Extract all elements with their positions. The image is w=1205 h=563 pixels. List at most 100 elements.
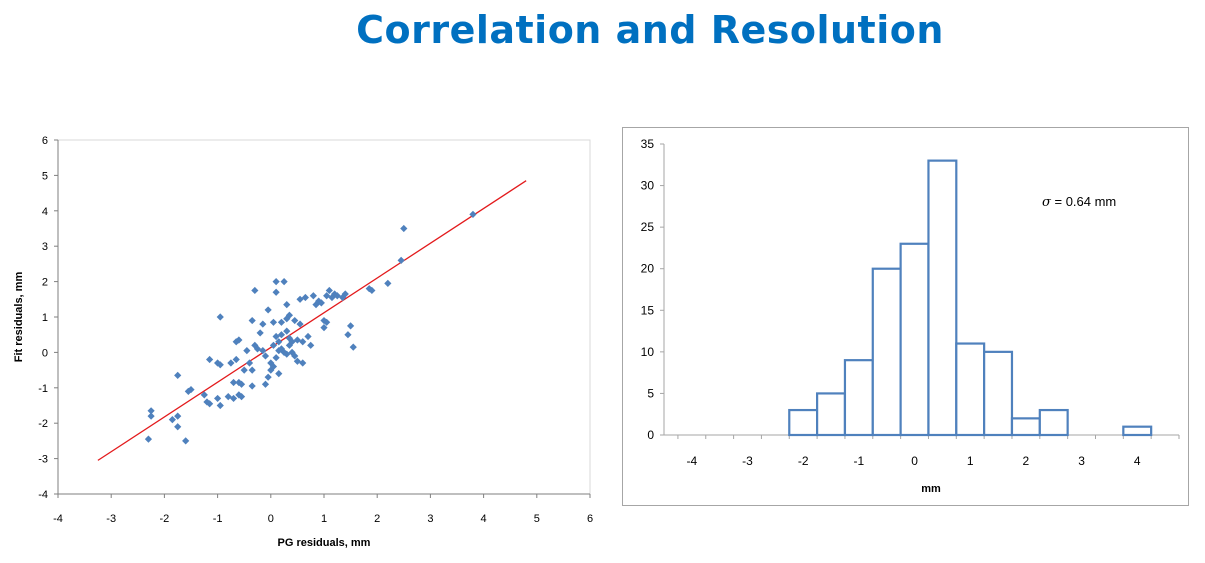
y-tick-label: 30 <box>641 179 655 193</box>
sigma-value: = 0.64 mm <box>1051 194 1116 209</box>
y-tick-label: 6 <box>42 135 48 147</box>
scatter-point <box>227 359 235 367</box>
x-tick-label: -1 <box>854 454 865 468</box>
scatter-point <box>307 341 315 349</box>
scatter-point <box>200 391 208 399</box>
scatter-point <box>320 324 328 332</box>
x-tick-label: 1 <box>321 513 327 525</box>
scatter-point <box>341 290 349 298</box>
scatter-point <box>206 355 214 364</box>
scatter-point <box>206 400 214 408</box>
scatter-point <box>174 423 182 431</box>
scatter-point <box>261 380 270 388</box>
scatter-point <box>272 278 280 286</box>
scatter-point <box>224 393 232 401</box>
scatter-point <box>349 343 357 351</box>
y-tick-label: 3 <box>42 241 48 253</box>
x-tick-label: 2 <box>1023 454 1030 468</box>
scatter-point <box>259 347 267 355</box>
x-tick-label: -1 <box>213 513 223 525</box>
scatter-point <box>317 299 325 307</box>
histogram-bar <box>871 267 902 437</box>
scatter-point <box>147 407 155 415</box>
scatter-point <box>331 290 339 298</box>
scatter-point <box>291 316 299 325</box>
scatter-point <box>248 366 256 374</box>
scatter-point <box>309 292 317 300</box>
scatter-point <box>243 347 251 355</box>
scatter-point <box>256 329 264 337</box>
scatter-point <box>237 393 246 401</box>
histogram-bar <box>1122 425 1153 437</box>
histogram-bar <box>899 242 930 437</box>
x-tick-label: 0 <box>911 454 918 468</box>
scatter-point <box>301 293 309 302</box>
x-axis-label: PG residuals, mm <box>278 537 371 549</box>
y-tick-label: 5 <box>647 386 654 400</box>
y-tick-label: 4 <box>42 206 48 218</box>
scatter-point <box>264 373 272 381</box>
scatter-point <box>248 316 256 325</box>
scatter-point <box>277 331 286 339</box>
fit-line <box>97 180 527 461</box>
x-tick-label: -2 <box>798 454 809 468</box>
scatter-point <box>174 412 182 420</box>
histogram-bar <box>843 359 874 437</box>
scatter-point <box>216 401 224 410</box>
x-tick-label: 6 <box>587 513 593 525</box>
scatter-point <box>259 320 267 328</box>
scatter-point <box>168 416 176 424</box>
scatter-point <box>299 359 307 367</box>
x-tick-label: 3 <box>427 513 433 525</box>
scatter-point <box>184 387 192 395</box>
scatter-point <box>237 380 246 388</box>
x-tick-label: 4 <box>1134 454 1141 468</box>
histogram-bar <box>983 350 1014 437</box>
scatter-point <box>347 322 355 330</box>
scatter-point <box>280 348 288 356</box>
scatter-point <box>333 292 341 300</box>
scatter-point <box>147 412 155 420</box>
scatter-point <box>251 286 259 295</box>
scatter-point <box>280 278 288 286</box>
scatter-point <box>214 394 222 403</box>
histogram-bar <box>927 159 958 437</box>
scatter-point <box>400 224 408 233</box>
y-tick-label: 35 <box>641 137 655 151</box>
scatter-point <box>291 352 299 360</box>
y-tick-label: 2 <box>42 277 48 289</box>
histogram-bar <box>1038 408 1069 437</box>
scatter-point <box>293 336 301 344</box>
scatter-point <box>283 301 291 309</box>
page-title: Correlation and Resolution <box>356 8 944 52</box>
scatter-point <box>293 357 301 365</box>
scatter-point <box>229 394 238 403</box>
y-tick-label: 1 <box>42 312 48 324</box>
sigma-annotation: σ = 0.64 mm <box>1042 194 1116 210</box>
y-axis-label: Fit residuals, mm <box>13 272 25 363</box>
scatter-point <box>285 341 294 349</box>
x-tick-label: -4 <box>53 513 63 525</box>
y-tick-label: 20 <box>641 262 655 276</box>
scatter-point <box>235 336 243 344</box>
histogram-bar <box>788 408 819 437</box>
x-axis-label: mm <box>921 483 941 495</box>
scatter-point <box>283 327 291 335</box>
scatter-point <box>277 318 286 326</box>
scatter-point <box>275 338 283 346</box>
x-tick-label: -4 <box>687 454 698 468</box>
scatter-point <box>344 331 352 339</box>
scatter-point <box>325 286 333 295</box>
scatter-plot: -4 -3 -2 -1 0 1 2 3 4 5 6 -4 -3 -2 -1 0 1 2 3 4 5 6 PG residu… <box>13 135 593 549</box>
y-tick-label: 25 <box>641 220 655 234</box>
sigma-symbol: σ <box>1042 195 1052 210</box>
scatter-point <box>240 366 248 374</box>
histogram-bar <box>816 392 847 437</box>
x-tick-label: 5 <box>534 513 540 525</box>
y-tick-label: 0 <box>647 428 654 442</box>
y-tick-label: 15 <box>641 303 655 317</box>
x-tick-label: -3 <box>106 513 116 525</box>
y-tick-label: 5 <box>42 170 48 182</box>
scatter-point <box>245 359 254 367</box>
scatter-point <box>229 378 238 387</box>
